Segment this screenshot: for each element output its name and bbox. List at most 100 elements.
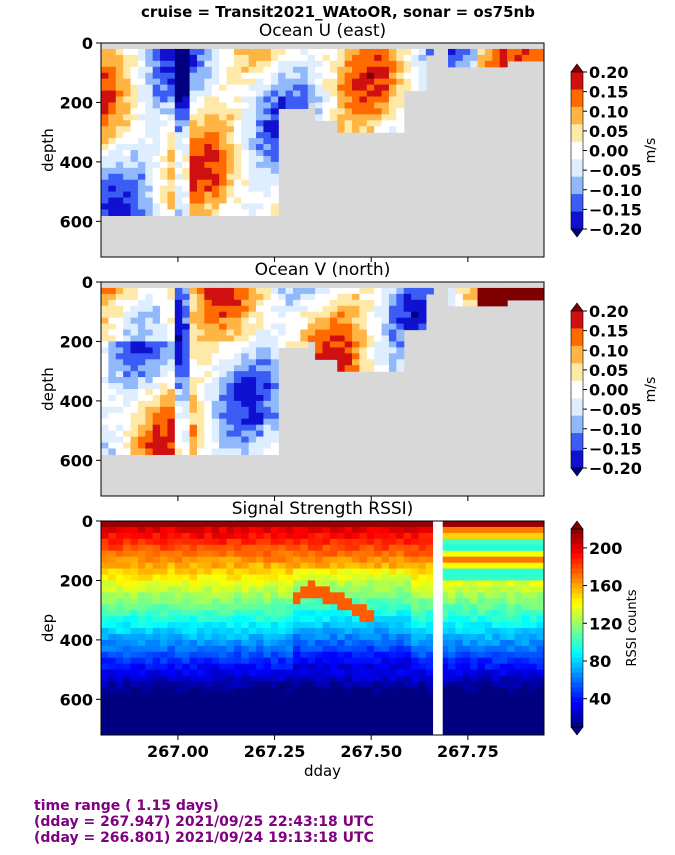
heatmap-cell — [174, 705, 183, 712]
heatmap-cell — [233, 323, 242, 331]
heatmap-cell — [418, 550, 427, 558]
heatmap-cell — [101, 699, 109, 706]
heatmap-cell — [167, 717, 176, 724]
heatmap-cell — [160, 521, 169, 528]
heatmap-cell — [352, 729, 361, 735]
heatmap-cell — [300, 580, 309, 587]
heatmap-cell — [108, 394, 117, 402]
heatmap-cell — [182, 538, 191, 546]
heatmap-cell — [256, 365, 265, 372]
heatmap-cell — [270, 150, 279, 157]
heatmap-cell — [219, 173, 228, 181]
heatmap-cell — [196, 299, 205, 307]
heatmap-cell — [248, 586, 257, 593]
heatmap-cell — [470, 628, 479, 635]
heatmap-cell — [160, 72, 169, 80]
chart-panel-2: Ocean V (north)0200400600depth0.200.150.… — [39, 260, 659, 501]
heatmap-cell — [196, 442, 205, 450]
colorbar-segment — [571, 529, 583, 535]
heatmap-cell — [182, 144, 191, 151]
heatmap-cell — [130, 521, 139, 528]
heatmap-cell — [115, 711, 124, 718]
heatmap-cell — [381, 663, 390, 671]
heatmap-cell — [411, 711, 420, 718]
heatmap-cell — [322, 568, 331, 576]
heatmap-cell — [145, 633, 154, 641]
heatmap-cell — [241, 430, 250, 438]
heatmap-cell — [374, 705, 383, 712]
heatmap-cell — [219, 126, 228, 133]
heatmap-cell — [182, 532, 191, 540]
colorbar-tick-label: −0.15 — [589, 439, 642, 458]
heatmap-cell — [263, 442, 272, 450]
heatmap-cell — [167, 48, 176, 56]
heatmap-cell — [381, 568, 390, 576]
heatmap-cell — [270, 729, 279, 735]
heatmap-cell — [315, 532, 324, 540]
heatmap-cell — [189, 693, 198, 700]
heatmap-cell — [352, 353, 361, 360]
heatmap-cell — [241, 323, 250, 331]
heatmap-cell — [174, 161, 183, 169]
heatmap-cell — [374, 329, 383, 337]
heatmap-cell — [145, 693, 154, 700]
heatmap-cell — [521, 705, 530, 712]
heatmap-cell — [477, 616, 486, 623]
heatmap-cell — [152, 394, 161, 402]
heatmap-cell — [256, 299, 265, 307]
heatmap-cell — [174, 167, 183, 175]
heatmap-cell — [344, 568, 353, 576]
heatmap-cell — [182, 377, 191, 384]
heatmap-cell — [130, 389, 139, 396]
heatmap-cell — [263, 54, 272, 62]
heatmap-cell — [241, 126, 250, 133]
heatmap-cell — [352, 60, 361, 68]
heatmap-cell — [344, 544, 353, 552]
heatmap-cell — [123, 544, 132, 552]
heatmap-cell — [529, 633, 538, 641]
heatmap-cell — [101, 150, 109, 157]
heatmap-cell — [137, 54, 146, 62]
heatmap-cell — [270, 305, 279, 313]
heatmap-cell — [137, 371, 146, 378]
heatmap-cell — [396, 353, 405, 360]
heatmap-cell — [499, 633, 508, 641]
heatmap-cell — [484, 60, 493, 68]
heatmap-cell — [514, 717, 523, 724]
heatmap-cell — [366, 72, 375, 80]
heatmap-cell — [248, 574, 257, 582]
heatmap-cell — [241, 580, 250, 587]
heatmap-cell — [101, 389, 109, 396]
heatmap-cell — [145, 574, 154, 582]
heatmap-cell — [130, 66, 139, 74]
heatmap-cell — [241, 299, 250, 307]
heatmap-cell — [256, 562, 265, 570]
heatmap-cell — [329, 574, 338, 582]
heatmap-cell — [329, 633, 338, 641]
heatmap-cell — [263, 681, 272, 689]
heatmap-cell — [130, 54, 139, 62]
heatmap-cell — [396, 639, 405, 647]
heatmap-cell — [329, 562, 338, 570]
heatmap-cell — [152, 78, 161, 86]
heatmap-cell — [529, 610, 538, 617]
heatmap-cell — [263, 173, 272, 181]
heatmap-cell — [145, 377, 154, 384]
heatmap-cell — [322, 723, 331, 730]
heatmap-cell — [196, 406, 205, 414]
heatmap-cell — [462, 651, 471, 659]
heatmap-cell — [211, 723, 220, 730]
heatmap-cell — [130, 365, 139, 372]
heatmap-cell — [189, 102, 198, 109]
heatmap-cell — [403, 592, 412, 599]
heatmap-cell — [536, 586, 544, 593]
heatmap-cell — [241, 418, 250, 426]
heatmap-cell — [167, 663, 176, 671]
heatmap-cell — [425, 675, 434, 683]
heatmap-cell — [492, 628, 501, 635]
heatmap-cell — [344, 329, 353, 337]
heatmap-cell — [388, 586, 397, 593]
heatmap-cell — [315, 598, 324, 605]
heatmap-cell — [137, 604, 146, 611]
heatmap-cell — [241, 389, 250, 396]
